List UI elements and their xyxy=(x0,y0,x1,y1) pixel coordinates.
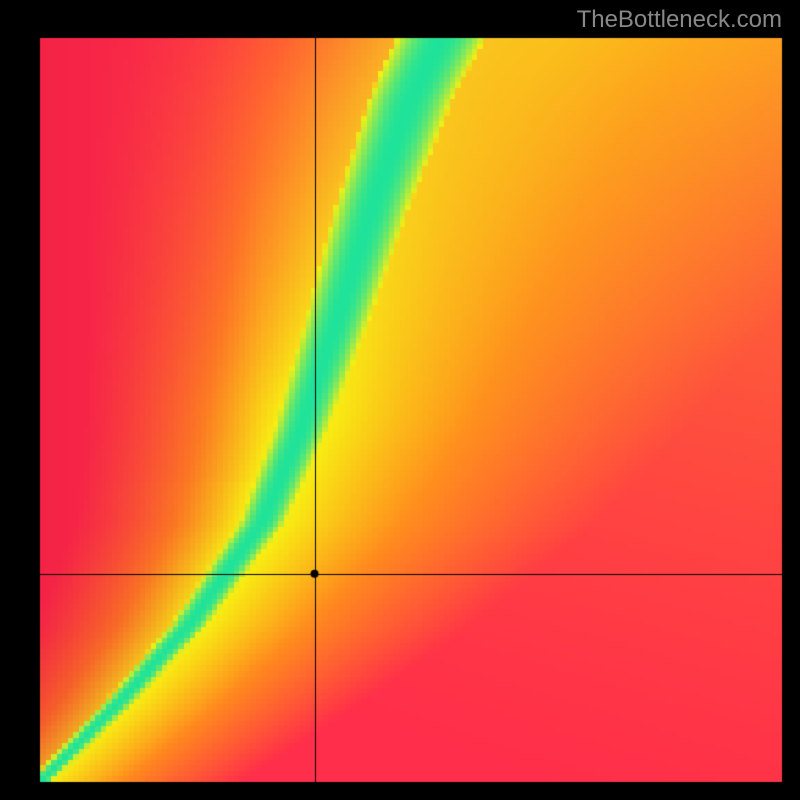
chart-container: TheBottleneck.com xyxy=(0,0,800,800)
heatmap-canvas xyxy=(0,0,800,800)
watermark-text: TheBottleneck.com xyxy=(577,6,782,34)
